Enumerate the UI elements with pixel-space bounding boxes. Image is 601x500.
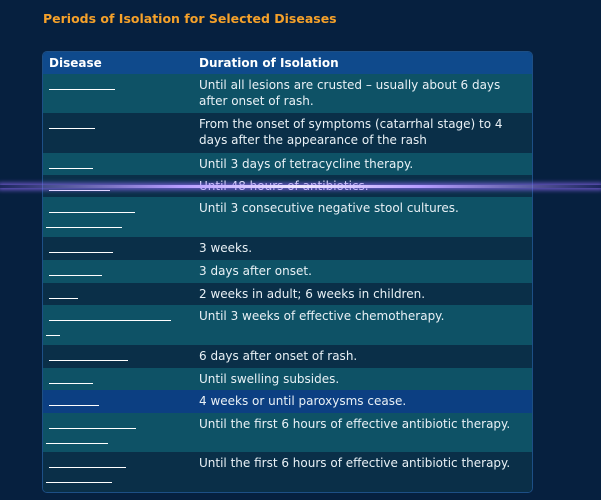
isolation-table: Disease Duration of Isolation Until all …	[42, 51, 533, 493]
disease-blank[interactable]	[43, 237, 193, 260]
table-row: Until the first 6 hours of effective ant…	[43, 452, 532, 492]
page-title: Periods of Isolation for Selected Diseas…	[43, 11, 337, 26]
table-row: 3 days after onset.	[43, 260, 532, 283]
table-row: Until the first 6 hours of effective ant…	[43, 413, 532, 452]
highlight-line	[0, 185, 601, 188]
duration-cell: 6 days after onset of rash.	[199, 349, 358, 363]
table-row: From the onset of symptoms (catarrhal st…	[43, 113, 532, 153]
duration-cell: 3 weeks.	[199, 241, 253, 255]
disease-blank[interactable]	[43, 74, 193, 113]
duration-cell: Until 3 weeks of effective chemotherapy.	[199, 309, 445, 323]
disease-blank[interactable]	[43, 260, 193, 283]
table-row: 2 weeks in adult; 6 weeks in children.	[43, 283, 532, 305]
duration-cell: 4 weeks or until paroxysms cease.	[199, 394, 407, 408]
disease-blank[interactable]	[43, 197, 193, 237]
duration-cell: Until the first 6 hours of effective ant…	[199, 417, 511, 431]
duration-cell: Until swelling subsides.	[199, 372, 340, 386]
disease-blank[interactable]	[43, 113, 193, 153]
duration-cell: Until 3 days of tetracycline therapy.	[199, 157, 414, 171]
duration-cell: Until all lesions are crusted – usually …	[199, 78, 501, 108]
header-duration: Duration of Isolation	[199, 56, 339, 70]
table-header: Disease Duration of Isolation	[43, 52, 532, 74]
table-row: 6 days after onset of rash.	[43, 345, 532, 368]
table-row: 3 weeks.	[43, 237, 532, 260]
disease-blank[interactable]	[43, 345, 193, 368]
table-row: Until swelling subsides.	[43, 368, 532, 390]
disease-blank[interactable]	[43, 305, 193, 345]
disease-blank[interactable]	[43, 175, 193, 197]
disease-blank[interactable]	[43, 368, 193, 390]
disease-blank[interactable]	[43, 413, 193, 452]
disease-blank[interactable]	[43, 452, 193, 492]
duration-cell: 3 days after onset.	[199, 264, 312, 278]
header-disease: Disease	[49, 56, 102, 70]
disease-blank[interactable]	[43, 283, 193, 305]
table-row: Until all lesions are crusted – usually …	[43, 74, 532, 113]
table-row: Until 3 weeks of effective chemotherapy.	[43, 305, 532, 345]
duration-cell: From the onset of symptoms (catarrhal st…	[199, 117, 503, 147]
disease-blank[interactable]	[43, 153, 193, 175]
duration-cell: 2 weeks in adult; 6 weeks in children.	[199, 287, 426, 301]
disease-blank[interactable]	[43, 390, 193, 413]
duration-cell: Until the first 6 hours of effective ant…	[199, 456, 511, 470]
table-row: Until 3 days of tetracycline therapy.	[43, 153, 532, 175]
table-row: 4 weeks or until paroxysms cease.	[43, 390, 532, 413]
duration-cell: Until 3 consecutive negative stool cultu…	[199, 201, 459, 215]
table-row: Until 3 consecutive negative stool cultu…	[43, 197, 532, 237]
